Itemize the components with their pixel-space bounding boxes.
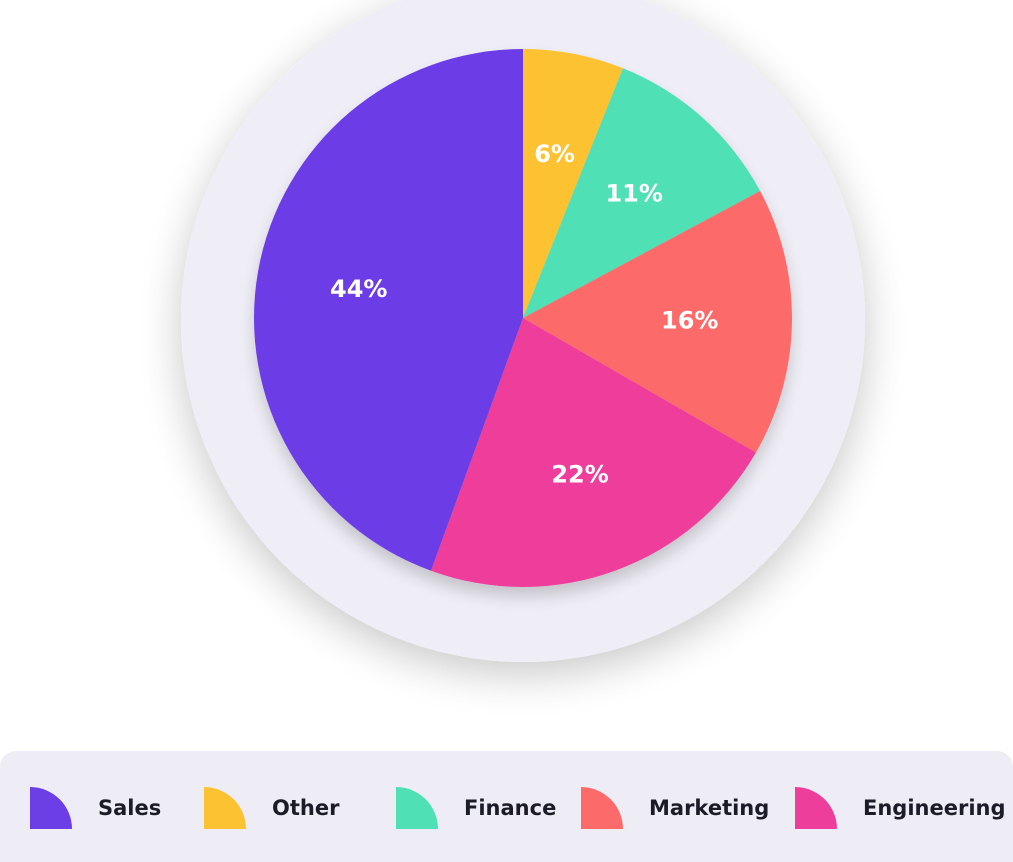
legend-label-finance: Finance xyxy=(464,796,557,820)
legend-label-other: Other xyxy=(272,796,340,820)
pie-slice-sales xyxy=(253,49,524,571)
pie-slices xyxy=(253,49,792,587)
pie-slice-labels: 6% 11% 16% 22% 44% xyxy=(330,140,718,488)
legend: Sales Other Finance Marketing Engineering xyxy=(0,751,1013,862)
pie-slice-finance xyxy=(523,68,761,318)
legend-item-sales: Sales xyxy=(30,787,161,829)
pie-chart: 6% 11% 16% 22% 44% xyxy=(181,0,865,662)
pie-chart-area: 6% 11% 16% 22% 44% xyxy=(181,0,865,662)
slice-label-marketing: 16% xyxy=(661,307,718,335)
legend-item-marketing: Marketing xyxy=(581,787,769,829)
legend-swatch-marketing xyxy=(581,787,623,829)
slice-label-finance: 11% xyxy=(605,180,662,208)
legend-swatch-finance xyxy=(396,787,438,829)
legend-swatch-sales xyxy=(30,787,72,829)
slice-label-engineering: 22% xyxy=(551,461,608,489)
pie-slice-engineering xyxy=(430,318,756,587)
pie-slice-other xyxy=(523,49,623,318)
legend-item-engineering: Engineering xyxy=(795,787,1006,829)
legend-item-other: Other xyxy=(204,787,339,829)
slice-label-sales: 44% xyxy=(330,275,387,303)
legend-item-finance: Finance xyxy=(396,787,556,829)
legend-swatch-engineering xyxy=(795,787,837,829)
legend-label-marketing: Marketing xyxy=(649,796,770,820)
legend-label-sales: Sales xyxy=(98,796,162,820)
legend-swatch-other xyxy=(204,787,246,829)
legend-label-engineering: Engineering xyxy=(863,796,1006,820)
slice-label-other: 6% xyxy=(534,140,575,168)
pie-slice-marketing xyxy=(523,190,792,453)
